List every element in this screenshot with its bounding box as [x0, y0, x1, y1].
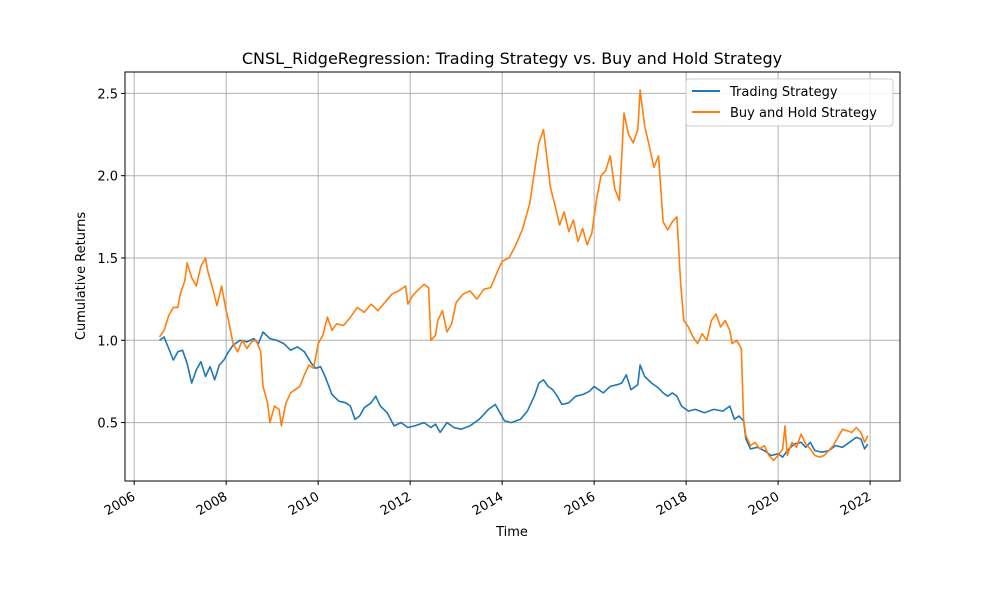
y-tick-label: 2.0 [97, 170, 118, 185]
legend-label: Trading Strategy [729, 85, 838, 100]
series-layer [158, 89, 869, 462]
y-axis-title: Cumulative Returns [74, 212, 89, 340]
y-tick-label: 1.0 [97, 334, 118, 349]
chart-title: CNSL_RidgeRegression: Trading Strategy v… [242, 49, 782, 69]
plot-frame [124, 71, 901, 482]
x-axis-title: Time [495, 525, 528, 540]
series-line-trading-strategy [159, 331, 869, 458]
y-tick-label: 2.5 [97, 87, 118, 102]
legend-label: Buy and Hold Strategy [730, 106, 877, 121]
series-line-buy-and-hold-strategy [158, 89, 869, 462]
y-tick-label: 1.5 [97, 252, 118, 267]
legend: Trading Strategy Buy and Hold Strategy [685, 78, 894, 127]
y-axis: 0.5 1.0 1.5 2.0 2.5 [97, 87, 125, 432]
y-tick-label: 0.5 [97, 417, 118, 432]
legend-box [685, 78, 894, 127]
